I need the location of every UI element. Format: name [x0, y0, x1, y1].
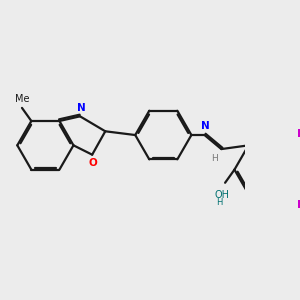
Text: N: N — [76, 103, 85, 112]
Text: Me: Me — [15, 94, 29, 104]
Text: H: H — [212, 154, 218, 163]
Text: H: H — [216, 198, 223, 207]
Text: OH: OH — [215, 190, 230, 200]
Text: I: I — [297, 129, 300, 139]
Text: O: O — [89, 158, 98, 168]
Text: N: N — [201, 121, 210, 131]
Text: I: I — [297, 200, 300, 210]
